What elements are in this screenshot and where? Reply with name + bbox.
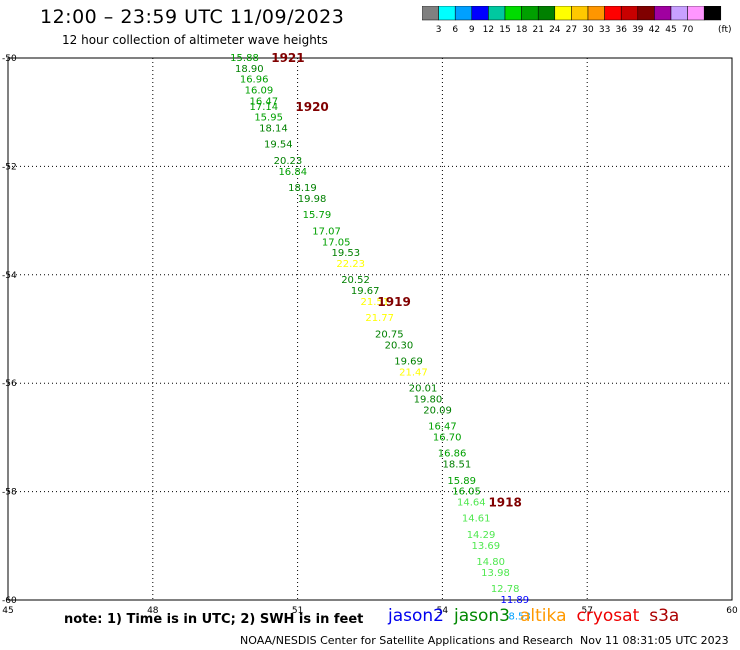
y-tick-label: -52 xyxy=(2,162,17,172)
wave-height-point: 11.89 xyxy=(500,595,529,606)
y-tick-label: -50 xyxy=(2,54,17,64)
x-tick-label: 48 xyxy=(147,606,159,616)
page-title: 12:00 – 23:59 UTC 11/09/2023 xyxy=(40,6,345,28)
colorbar-tick-label: 6 xyxy=(452,25,458,35)
colorbar-tick-label: 30 xyxy=(582,25,594,35)
satellite-label-s3a: s3a xyxy=(649,606,680,626)
wave-height-point: 20.52 xyxy=(341,275,370,286)
wave-height-point: 21.77 xyxy=(365,313,394,324)
wave-height-point: 17.07 xyxy=(312,226,341,237)
time-annotation: 1920 xyxy=(295,100,328,114)
wave-height-point: 15.88 xyxy=(230,53,259,64)
wave-height-point: 18.90 xyxy=(235,64,264,75)
colorbar-tick-label: 36 xyxy=(615,25,627,35)
y-tick-label: -54 xyxy=(2,271,17,281)
x-tick-label: 54 xyxy=(437,606,449,616)
colorbar-tick-label: 27 xyxy=(566,25,577,35)
satellite-legend: jason2 jason3 altika cryosat s3a xyxy=(388,606,689,626)
credit-text: NOAA/NESDIS Center for Satellite Applica… xyxy=(240,634,574,647)
wave-height-point: 20.23 xyxy=(274,156,303,167)
color-scale-legend: 3 6 9 12 15 18 21 24 27 30 33 36 39 42 45 70 (ft) xyxy=(422,6,732,35)
wave-height-point: 21.47 xyxy=(399,367,428,378)
wave-height-point: 19.54 xyxy=(264,140,293,151)
wave-height-point: 16.70 xyxy=(433,432,462,443)
colorbar-tick-label: 39 xyxy=(632,25,644,35)
colorbar-tick-label: 15 xyxy=(499,25,510,35)
wave-height-point: 20.09 xyxy=(423,405,452,416)
page-subtitle: 12 hour collection of altimeter wave hei… xyxy=(62,33,328,47)
wave-height-point: 16.86 xyxy=(438,449,467,460)
wave-height-point: 8.53 xyxy=(508,611,530,622)
satellite-label-jason3: jason3 xyxy=(454,606,510,626)
wave-height-point: 19.53 xyxy=(332,248,361,259)
wave-height-point: 15.89 xyxy=(447,476,476,487)
wave-height-point: 15.79 xyxy=(303,210,332,221)
wave-height-point: 15.95 xyxy=(254,113,283,124)
y-tick-label: -58 xyxy=(2,488,17,498)
x-tick-label: 57 xyxy=(581,606,592,616)
footer-note: note: 1) Time is in UTC; 2) SWH is in fe… xyxy=(64,612,364,627)
colorbar-tick-label: 21 xyxy=(532,25,543,35)
wave-height-point: 13.69 xyxy=(472,541,501,552)
wave-height-point: 20.30 xyxy=(385,340,414,351)
colorbar-tick-label: 70 xyxy=(682,25,694,35)
wave-height-point: 13.98 xyxy=(481,568,510,579)
colorbar-tick-label: 42 xyxy=(649,25,660,35)
wave-height-point: 16.47 xyxy=(428,422,457,433)
wave-height-point: 14.61 xyxy=(462,514,491,525)
colorbar-tick-label: 9 xyxy=(469,25,475,35)
colorbar-tick-label: 12 xyxy=(483,25,494,35)
colorbar-tick-label: 24 xyxy=(549,25,561,35)
wave-height-point: 16.96 xyxy=(240,75,269,86)
wave-height-point: 18.51 xyxy=(443,460,472,471)
wave-height-point: 18.14 xyxy=(259,123,288,134)
wave-height-point: 16.09 xyxy=(245,86,274,97)
satellite-label-jason2: jason2 xyxy=(388,606,444,626)
wave-height-point: 14.29 xyxy=(467,530,496,541)
wave-height-point: 17.14 xyxy=(249,102,278,113)
wave-height-point: 19.67 xyxy=(351,286,380,297)
colorbar-swatch xyxy=(703,6,722,21)
wave-height-point: 19.80 xyxy=(414,394,443,405)
colorbar-tick-label: 45 xyxy=(665,25,676,35)
wave-height-point: 14.64 xyxy=(457,497,486,508)
wave-height-point: 19.69 xyxy=(394,357,423,368)
wave-height-point: 17.05 xyxy=(322,237,351,248)
wave-height-point: 12.78 xyxy=(491,584,520,595)
wave-height-point: 16.84 xyxy=(278,167,307,178)
wave-height-point: 20.75 xyxy=(375,329,404,340)
colorbar-tick-label: 3 xyxy=(436,25,442,35)
colorbar-tick-label: 33 xyxy=(599,25,610,35)
wave-height-point: 21.51 xyxy=(361,297,390,308)
x-tick-label: 51 xyxy=(292,606,303,616)
x-tick-label: 60 xyxy=(726,606,738,616)
wave-height-point: 18.19 xyxy=(288,183,317,194)
wave-height-point: 19.98 xyxy=(298,194,327,205)
colorbar-unit: (ft) xyxy=(718,25,732,35)
time-annotation: 1919 xyxy=(377,295,410,309)
wave-height-point: 16.05 xyxy=(452,487,481,498)
satellite-label-cryosat: cryosat xyxy=(576,606,640,626)
wave-height-point: 16.47 xyxy=(249,96,278,107)
y-tick-label: -56 xyxy=(2,379,17,389)
plot-frame xyxy=(7,57,733,601)
wave-height-point: 22.23 xyxy=(336,259,365,270)
x-tick-label: 45 xyxy=(2,606,13,616)
time-annotation: 1921 xyxy=(271,51,304,65)
colorbar-tick-label: 18 xyxy=(516,25,528,35)
wave-height-point: 20.01 xyxy=(409,384,438,395)
y-tick-label: -60 xyxy=(2,596,17,606)
time-annotation: 1918 xyxy=(488,495,521,509)
satellite-label-altika: altika xyxy=(520,606,567,626)
generation-timestamp: Nov 11 08:31:05 UTC 2023 xyxy=(580,634,729,647)
wave-height-point: 14.80 xyxy=(476,557,505,568)
